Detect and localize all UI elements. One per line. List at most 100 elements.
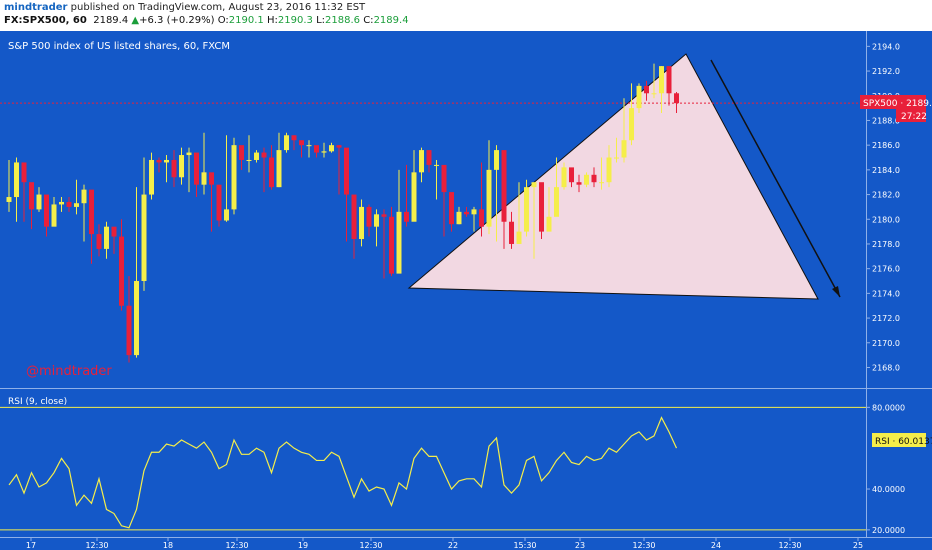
candle	[359, 199, 364, 247]
candle	[149, 152, 154, 200]
candle	[321, 142, 327, 158]
candle-body	[396, 211, 402, 274]
candle-body	[381, 214, 387, 217]
candle	[546, 187, 552, 232]
time-tick-label: 12:30	[85, 541, 108, 550]
candle-body	[584, 174, 589, 185]
close-label: C:	[363, 15, 374, 26]
price-tag-text: SPX500 · 2189.4	[863, 99, 932, 109]
candle	[614, 137, 619, 163]
candle	[651, 63, 657, 99]
candle	[119, 219, 124, 311]
rsi-tick-label: 40.0000	[872, 485, 905, 494]
price-tick-label: 2194.0	[872, 42, 900, 51]
down-arrow-line[interactable]	[710, 59, 841, 298]
candle-body	[561, 167, 567, 188]
candle-body	[651, 93, 657, 95]
candle	[299, 140, 304, 158]
candle-body	[59, 201, 64, 205]
last-price: 2189.4	[93, 15, 129, 26]
price-tick-label: 2182.0	[872, 191, 900, 200]
candle	[14, 157, 19, 222]
candle-body	[516, 231, 522, 244]
watermark: @mindtrader	[26, 364, 112, 379]
candle	[659, 66, 664, 114]
candle	[411, 150, 417, 222]
price-tick-label: 2184.0	[872, 166, 900, 175]
candle	[599, 157, 604, 190]
candle-body	[111, 226, 117, 237]
time-tick-label: 25	[853, 541, 863, 550]
candle-body	[606, 157, 612, 183]
candle-body	[134, 281, 139, 356]
candle-body	[344, 147, 349, 195]
candle	[531, 182, 537, 259]
candle	[209, 172, 214, 232]
candle-body	[179, 155, 184, 178]
candle-body	[36, 194, 42, 210]
candle	[74, 179, 79, 215]
candle-body	[119, 236, 124, 306]
candle-body	[171, 159, 177, 178]
published-text: published on TradingView.com, August 23,…	[70, 2, 366, 13]
candle-body	[96, 234, 102, 249]
candle-body	[104, 226, 109, 249]
candle-body	[81, 189, 87, 204]
candle	[509, 211, 514, 249]
price-change: +6.3 (+0.29%)	[139, 15, 215, 26]
price-tick-label: 2186.0	[872, 141, 900, 150]
rsi-axis-ticks: 20.0000 40.0000 80.0000	[866, 403, 905, 535]
candle	[381, 209, 387, 279]
candle-body	[329, 145, 334, 152]
candle	[539, 182, 544, 240]
candles	[6, 63, 679, 363]
candle	[584, 172, 589, 188]
author-link[interactable]: mindtrader	[4, 2, 68, 13]
up-arrow-icon: ▲	[131, 15, 140, 26]
candle-body	[621, 140, 627, 158]
candle	[111, 226, 117, 254]
candle-body	[554, 187, 559, 217]
candle	[194, 152, 199, 198]
candle-body	[21, 162, 27, 183]
candle-body	[276, 150, 282, 188]
candle	[276, 132, 282, 188]
candle	[44, 194, 49, 237]
candle	[51, 197, 57, 227]
candle	[164, 155, 169, 183]
candle-body	[441, 164, 447, 193]
candle	[666, 66, 672, 106]
candle-body	[291, 135, 297, 141]
candle-body	[254, 152, 259, 160]
candle	[126, 276, 132, 363]
candle-body	[89, 189, 94, 235]
candle	[291, 135, 297, 151]
candle-body	[456, 211, 462, 225]
countdown-tag-text: 27:22	[901, 112, 927, 122]
candle	[621, 98, 627, 163]
candle	[336, 145, 342, 195]
candle	[104, 221, 109, 259]
candle-body	[659, 66, 664, 94]
candle-body	[471, 209, 477, 215]
candle-body	[6, 197, 12, 202]
candle	[179, 147, 184, 185]
candle-body	[246, 159, 252, 161]
rsi-tag-box	[872, 433, 926, 447]
candle	[141, 157, 147, 291]
candle-body	[14, 162, 19, 198]
candle	[629, 83, 634, 146]
time-tick-label: 18	[163, 541, 173, 550]
candle-body	[486, 169, 492, 227]
candle-body	[351, 194, 357, 240]
candle	[554, 157, 559, 217]
candle-body	[314, 145, 319, 153]
candle	[21, 162, 27, 222]
candle	[329, 142, 334, 153]
candle	[374, 209, 379, 247]
candle	[59, 197, 64, 212]
candle-body	[66, 201, 72, 207]
candle	[636, 83, 642, 114]
price-tick-label: 2178.0	[872, 240, 900, 249]
